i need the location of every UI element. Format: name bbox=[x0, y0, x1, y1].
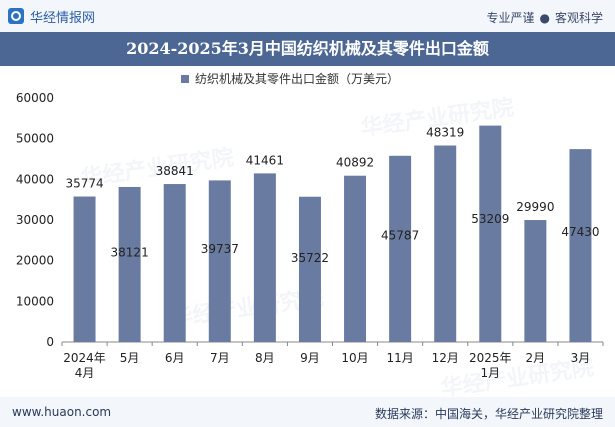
brand-name: 华经情报网 bbox=[30, 10, 96, 26]
y-tick-label: 50000 bbox=[16, 132, 54, 146]
bar bbox=[73, 196, 96, 342]
bar bbox=[479, 125, 502, 342]
tagline-left: 专业严谨 bbox=[486, 11, 535, 25]
x-tick-label: 6月 bbox=[165, 351, 185, 365]
x-tick-label: 4月 bbox=[75, 366, 95, 380]
bar bbox=[163, 184, 186, 342]
data-label: 48319 bbox=[426, 126, 464, 140]
footer: www.huaon.com 数据来源：中国海关，华经产业研究院整理 bbox=[0, 397, 615, 427]
bar bbox=[298, 196, 321, 342]
y-tick-label: 0 bbox=[46, 335, 54, 349]
tagline: 专业严谨 ● 客观科学 bbox=[486, 9, 603, 26]
x-tick-label: 7月 bbox=[210, 351, 230, 365]
data-label: 45787 bbox=[381, 229, 419, 243]
y-tick-label: 40000 bbox=[16, 172, 54, 186]
x-tick-label: 2月 bbox=[526, 351, 546, 365]
x-tick-label: 2024年 bbox=[63, 351, 106, 365]
y-tick-label: 30000 bbox=[16, 213, 54, 227]
bar bbox=[434, 145, 457, 342]
y-tick-label: 20000 bbox=[16, 254, 54, 268]
y-tick-label: 10000 bbox=[16, 294, 54, 308]
brand[interactable]: 华经情报网 bbox=[8, 8, 96, 26]
bar bbox=[118, 186, 141, 342]
x-tick-label: 12月 bbox=[432, 351, 459, 365]
data-label: 35722 bbox=[291, 251, 329, 265]
bar bbox=[569, 149, 592, 342]
data-label: 35774 bbox=[65, 177, 103, 191]
x-tick-label: 8月 bbox=[255, 351, 275, 365]
footer-url[interactable]: www.huaon.com bbox=[12, 405, 112, 419]
x-tick-label: 9月 bbox=[300, 351, 320, 365]
bar bbox=[208, 180, 231, 342]
title-bar: 2024-2025年3月中国纺织机械及其零件出口金额 bbox=[0, 32, 615, 66]
legend-label: 纺织机械及其零件出口金额（万美元） bbox=[195, 71, 399, 86]
y-tick-label: 60000 bbox=[16, 91, 54, 105]
legend-marker bbox=[181, 75, 189, 83]
data-label: 47430 bbox=[561, 225, 599, 239]
x-tick-label: 5月 bbox=[120, 351, 140, 365]
x-tick-label: 3月 bbox=[571, 351, 591, 365]
x-tick-label: 2025年 bbox=[469, 351, 512, 365]
data-label: 41461 bbox=[246, 153, 284, 167]
brand-logo-icon bbox=[8, 8, 24, 24]
bar bbox=[253, 173, 276, 342]
data-label: 38841 bbox=[156, 164, 194, 178]
tagline-right: 客观科学 bbox=[554, 11, 603, 25]
data-label: 40892 bbox=[336, 156, 374, 170]
x-tick-label: 1月 bbox=[480, 366, 500, 380]
data-label: 53209 bbox=[471, 212, 509, 226]
top-bar: 华经情报网 专业严谨 ● 客观科学 bbox=[0, 0, 615, 32]
bar-chart: 纺织机械及其零件出口金额（万美元） 0 10000 20000 30000 40000 50… bbox=[16, 71, 604, 380]
data-label: 38121 bbox=[111, 246, 149, 260]
x-tick-label: 10月 bbox=[341, 351, 368, 365]
data-label: 29990 bbox=[516, 200, 554, 214]
bar bbox=[524, 220, 547, 342]
chart-title: 2024-2025年3月中国纺织机械及其零件出口金额 bbox=[126, 39, 489, 58]
tagline-separator: ● bbox=[539, 11, 550, 25]
bar bbox=[389, 155, 412, 342]
x-tick-label: 11月 bbox=[386, 351, 413, 365]
data-label: 39737 bbox=[201, 242, 239, 256]
footer-source: 数据来源：中国海关，华经产业研究院整理 bbox=[374, 407, 603, 421]
bar bbox=[344, 175, 367, 342]
